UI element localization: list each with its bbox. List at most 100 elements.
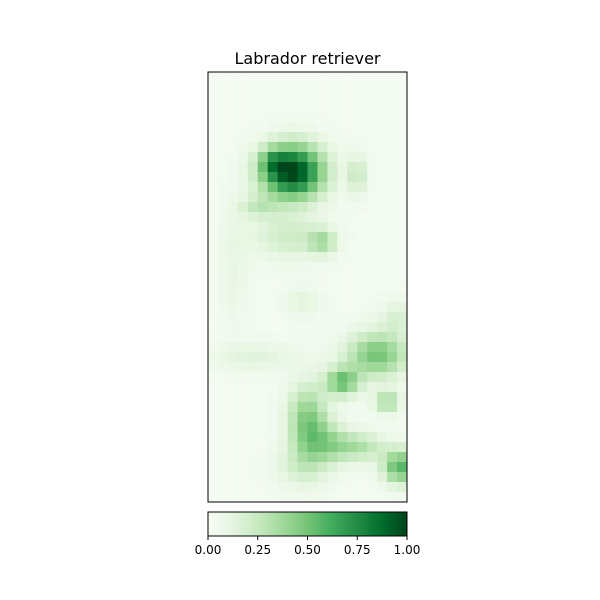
- heatmap-cell: [337, 72, 348, 83]
- heatmap-cell: [227, 212, 239, 223]
- heatmap-cell: [377, 442, 388, 453]
- heatmap-cell: [397, 452, 408, 463]
- heatmap-cell: [307, 202, 318, 213]
- heatmap-cell: [377, 352, 388, 363]
- heatmap-cell: [367, 222, 378, 233]
- heatmap-cell: [397, 202, 408, 213]
- heatmap-cell: [257, 432, 269, 443]
- heatmap-cell: [267, 152, 279, 163]
- heatmap-cell: [257, 122, 269, 133]
- heatmap-cell: [208, 412, 219, 423]
- heatmap-cell: [237, 72, 249, 83]
- heatmap-cell: [227, 312, 239, 323]
- heatmap-cell: [377, 432, 388, 443]
- heatmap-cell: [307, 362, 318, 373]
- heatmap-cell: [277, 302, 288, 313]
- heatmap-cell: [367, 142, 378, 153]
- heatmap-cell: [357, 162, 368, 173]
- heatmap-cell: [387, 412, 398, 423]
- heatmap-cell: [367, 192, 378, 203]
- heatmap-cell: [397, 422, 408, 433]
- heatmap-cell: [377, 462, 388, 473]
- heatmap-cell: [237, 132, 249, 143]
- heatmap-cell: [387, 132, 398, 143]
- heatmap-cell: [307, 172, 318, 183]
- heatmap-cell: [217, 492, 229, 503]
- heatmap-cell: [337, 252, 348, 263]
- heatmap-cell: [297, 192, 308, 203]
- heatmap-cell: [317, 122, 328, 133]
- heatmap-cell: [237, 482, 249, 493]
- heatmap-cell: [327, 452, 338, 463]
- heatmap-cell: [277, 332, 288, 343]
- heatmap-cell: [307, 262, 318, 273]
- heatmap-cell: [377, 472, 388, 483]
- heatmap-cell: [317, 232, 328, 243]
- heatmap-cell: [277, 182, 288, 193]
- heatmap-cell: [237, 362, 249, 373]
- heatmap-cell: [287, 312, 298, 323]
- heatmap-cell: [307, 222, 318, 233]
- heatmap-cell: [357, 302, 368, 313]
- heatmap-cell: [277, 92, 288, 103]
- heatmap-cell: [208, 442, 219, 453]
- heatmap-cell: [208, 252, 219, 263]
- heatmap-cell: [327, 132, 338, 143]
- heatmap-cell: [257, 492, 269, 503]
- heatmap-cell: [247, 232, 259, 243]
- heatmap-cell: [257, 222, 269, 233]
- heatmap-cell: [217, 182, 229, 193]
- heatmap-cell: [337, 162, 348, 173]
- heatmap-cell: [208, 152, 219, 163]
- heatmap-cell: [357, 342, 368, 353]
- heatmap-cell: [307, 232, 318, 243]
- heatmap-cell: [317, 402, 328, 413]
- heatmap-cell: [317, 292, 328, 303]
- heatmap-cell: [347, 312, 358, 323]
- heatmap-cell: [397, 72, 408, 83]
- heatmap-cell: [357, 432, 368, 443]
- heatmap-cell: [297, 172, 308, 183]
- heatmap-cell: [337, 242, 348, 253]
- heatmap-cell: [287, 92, 298, 103]
- heatmap-cell: [257, 212, 269, 223]
- colorbar-tick-label: 1.00: [394, 543, 421, 557]
- heatmap-cell: [347, 202, 358, 213]
- heatmap-cell: [267, 272, 279, 283]
- heatmap-cell: [317, 242, 328, 253]
- heatmap-cell: [347, 92, 358, 103]
- heatmap-cell: [237, 232, 249, 243]
- heatmap-cell: [277, 202, 288, 213]
- heatmap-cell: [257, 152, 269, 163]
- heatmap-cell: [337, 222, 348, 233]
- heatmap-cell: [247, 402, 259, 413]
- heatmap-cell: [337, 302, 348, 313]
- heatmap-cell: [237, 332, 249, 343]
- heatmap-cell: [327, 82, 338, 93]
- heatmap-cell: [208, 132, 219, 143]
- heatmap-cell: [237, 242, 249, 253]
- heatmap-cell: [237, 142, 249, 153]
- heatmap-cell: [297, 72, 308, 83]
- heatmap-cell: [337, 462, 348, 473]
- heatmap-cell: [217, 72, 229, 83]
- heatmap-cell: [307, 82, 318, 93]
- heatmap-cell: [217, 312, 229, 323]
- heatmap-cell: [287, 462, 298, 473]
- heatmap-cell: [267, 72, 279, 83]
- heatmap-cell: [387, 92, 398, 103]
- heatmap-cell: [237, 372, 249, 383]
- heatmap-cell: [227, 352, 239, 363]
- heatmap-cell: [397, 332, 408, 343]
- heatmap-cell: [267, 392, 279, 403]
- heatmap-cell: [327, 492, 338, 503]
- heatmap-cell: [257, 202, 269, 213]
- heatmap-cell: [297, 312, 308, 323]
- heatmap-cell: [377, 362, 388, 373]
- heatmap-cell: [267, 222, 279, 233]
- heatmap-cell: [337, 172, 348, 183]
- heatmap-cell: [317, 262, 328, 273]
- heatmap-cell: [397, 372, 408, 383]
- heatmap-cell: [327, 142, 338, 153]
- heatmap-cell: [327, 282, 338, 293]
